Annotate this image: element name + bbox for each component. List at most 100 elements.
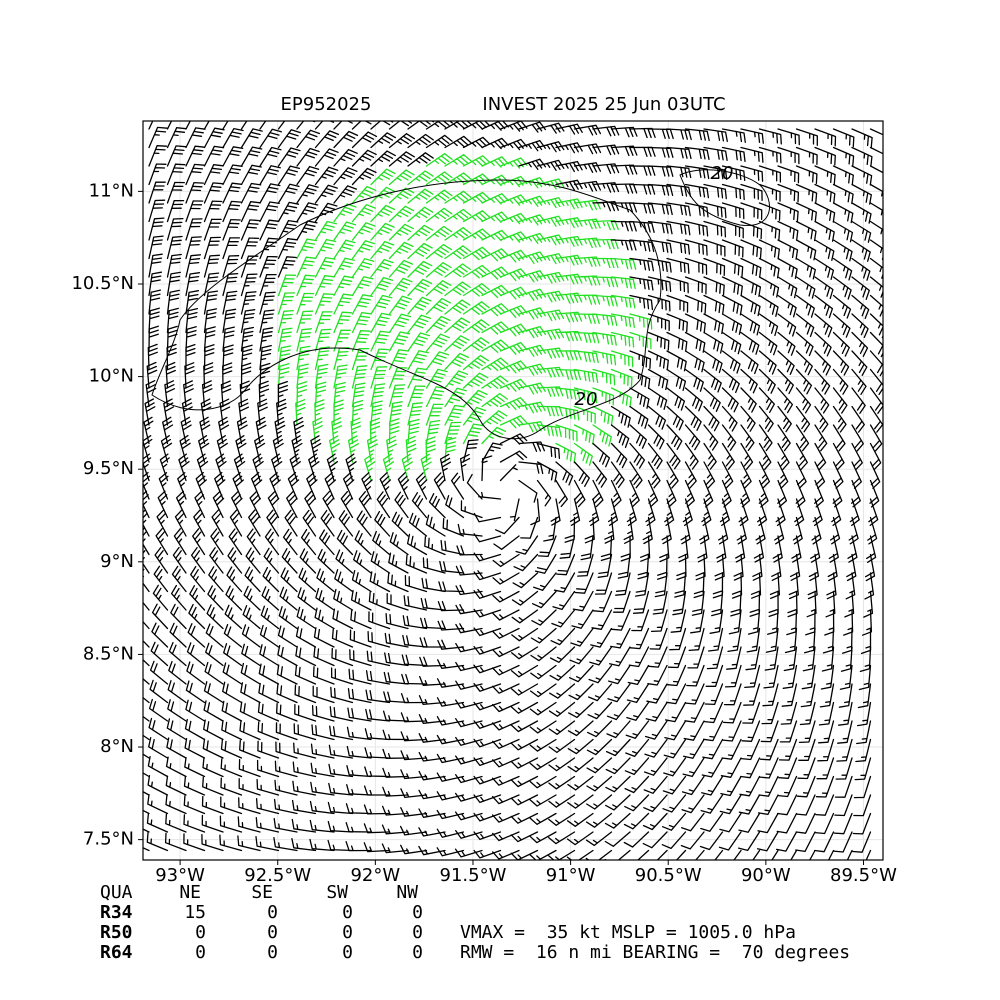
wind-barb — [374, 510, 391, 537]
wind-barb — [629, 165, 656, 176]
wind-barb — [573, 424, 595, 445]
wind-barb — [204, 661, 224, 685]
wind-barb — [518, 195, 547, 207]
wind-barb — [407, 350, 429, 371]
wind-barb — [160, 435, 173, 463]
wind-barb — [462, 389, 488, 408]
wind-barb — [407, 188, 434, 204]
wind-barb — [316, 568, 335, 593]
table-header: SW — [326, 882, 348, 903]
wind-barb — [740, 757, 761, 779]
wind-barb — [148, 235, 164, 260]
wind-barb — [143, 734, 150, 741]
wind-barb — [259, 644, 280, 667]
wind-barb — [795, 165, 818, 185]
wind-barb — [795, 313, 815, 338]
wind-barb — [510, 794, 539, 806]
wind-barb — [777, 165, 800, 184]
table-cell: 0 — [267, 922, 278, 943]
wind-barb — [559, 535, 576, 559]
wind-barb — [275, 741, 298, 759]
wind-barb — [592, 387, 615, 406]
wind-barb — [684, 331, 706, 353]
wind-barb — [168, 641, 187, 667]
wind-barb — [222, 127, 244, 149]
wind-barb — [664, 720, 687, 741]
wind-barb — [147, 794, 169, 815]
wind-barb — [271, 453, 283, 482]
wind-barb — [437, 659, 465, 669]
wind-barb — [259, 291, 276, 315]
wind-barb — [703, 461, 716, 489]
wind-barb — [152, 584, 169, 611]
wind-barb — [820, 664, 835, 690]
wind-barb — [702, 738, 724, 760]
wind-barb — [277, 238, 298, 260]
wind-barb — [740, 276, 762, 297]
wind-barb — [795, 812, 816, 834]
wind-barb — [388, 169, 415, 186]
wind-barb — [777, 442, 790, 471]
wind-barb — [397, 472, 410, 500]
wind-barb — [703, 220, 727, 238]
wind-barb — [756, 831, 779, 852]
wind-barb — [837, 720, 853, 744]
wind-barb — [157, 490, 169, 519]
wind-barb — [492, 738, 520, 749]
wind-barb — [814, 276, 834, 300]
wind-barb — [171, 565, 187, 593]
wind-barb — [795, 350, 813, 376]
wind-barb — [147, 775, 169, 796]
wind-barb — [351, 569, 372, 593]
wind-barb — [462, 372, 489, 389]
wind-barb — [481, 410, 508, 426]
wind-barb — [388, 401, 403, 426]
wind-barb — [552, 590, 576, 611]
wind-barb — [444, 135, 472, 149]
x-tick-label: 92°W — [350, 865, 400, 886]
wind-barb — [433, 472, 446, 500]
wind-barb — [296, 147, 320, 167]
wind-barb — [407, 418, 420, 445]
wind-barb — [703, 239, 726, 257]
wind-barb — [166, 121, 173, 130]
wind-barb — [851, 405, 865, 433]
wind-barb — [518, 479, 538, 503]
wind-barb — [350, 417, 361, 445]
wind-barb — [419, 675, 446, 686]
title-right: INVEST 2025 25 Jun 03UTC — [482, 94, 725, 115]
wind-barb — [571, 609, 594, 629]
wind-barb — [159, 453, 170, 482]
wind-barb — [444, 437, 457, 463]
wind-barb — [499, 305, 528, 319]
wind-barb — [237, 816, 261, 833]
wind-barb — [851, 257, 871, 281]
wind-barb — [647, 128, 674, 140]
wind-barb — [536, 461, 558, 483]
wind-barb — [681, 794, 705, 814]
wind-barb — [610, 350, 634, 368]
wind-barb — [166, 145, 187, 167]
wind-barb — [240, 682, 261, 704]
wind-barb — [165, 794, 187, 815]
wind-barb — [592, 442, 611, 468]
wind-barb — [240, 273, 258, 297]
wind-barb — [222, 182, 243, 204]
wind-barb — [411, 492, 428, 519]
wind-barb — [624, 757, 650, 776]
wind-barb — [309, 838, 335, 852]
wind-barb — [189, 585, 206, 611]
wind-barb — [589, 498, 600, 526]
wind-barb — [335, 549, 354, 574]
wind-barb — [829, 516, 841, 545]
wind-barb — [473, 720, 502, 729]
wind-barb — [198, 435, 210, 463]
wind-barb — [838, 683, 853, 708]
wind-barb — [831, 498, 842, 527]
wind-barb — [238, 759, 261, 778]
wind-barb — [777, 461, 789, 489]
wind-barb — [795, 387, 812, 414]
wind-barb — [400, 731, 428, 742]
wind-barb — [239, 701, 261, 722]
wind-barb — [444, 404, 465, 426]
